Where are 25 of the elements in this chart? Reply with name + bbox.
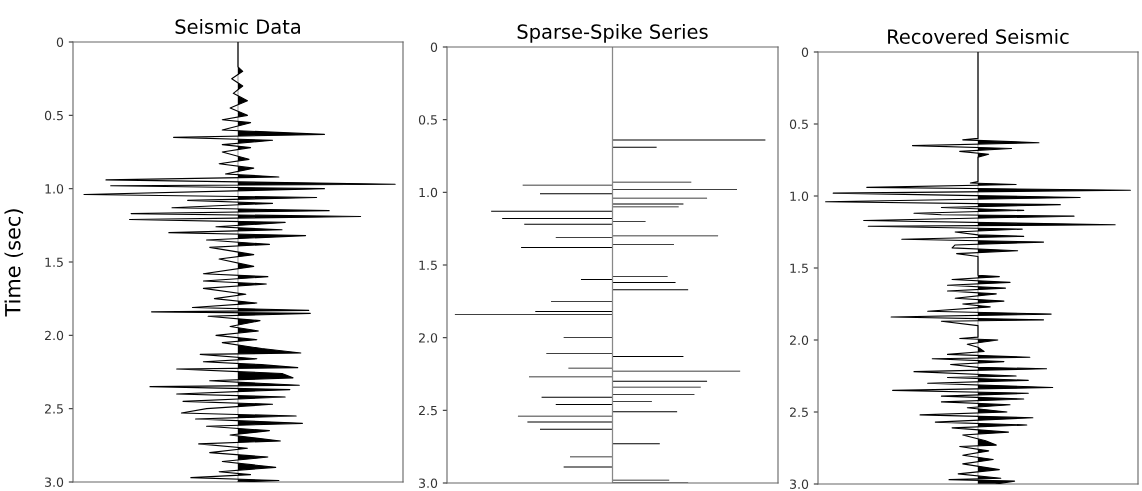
y-tick-label: 3.0 — [419, 478, 438, 488]
y-tick-label: 0 — [430, 42, 438, 52]
y-tick-label: 2.5 — [790, 407, 808, 417]
y-tick-label: 1.5 — [790, 263, 808, 273]
y-tick-label: 2.0 — [419, 333, 438, 343]
y-tick-label: 2.0 — [45, 330, 64, 341]
y-tick-label: 0.5 — [418, 115, 437, 125]
y-tick-label: 0 — [56, 37, 64, 47]
y-tick-label: 0.5 — [789, 119, 808, 129]
chart-title: Sparse-Spike Series — [517, 23, 708, 43]
y-tick-label: 1.5 — [419, 260, 437, 270]
y-tick-label: 1.5 — [45, 257, 63, 267]
y-tick-label: 3.0 — [45, 477, 64, 487]
y-tick-label: 0 — [801, 47, 809, 57]
y-axis-title: Time (sec) — [4, 209, 24, 317]
y-tick-label: 2.5 — [419, 405, 437, 416]
y-tick-label: 1.0 — [790, 191, 809, 201]
y-tick-label: 0.5 — [44, 110, 63, 121]
y-tick-label: 2.0 — [790, 335, 809, 345]
y-tick-label: 1.0 — [45, 184, 64, 194]
y-tick-label: 2.5 — [45, 404, 63, 414]
y-tick-label: 3.0 — [790, 479, 809, 489]
chart-title: Recovered Seismic — [888, 28, 1069, 44]
y-tick-label: 1.0 — [419, 187, 438, 198]
chart-title: Seismic Data — [175, 18, 300, 34]
